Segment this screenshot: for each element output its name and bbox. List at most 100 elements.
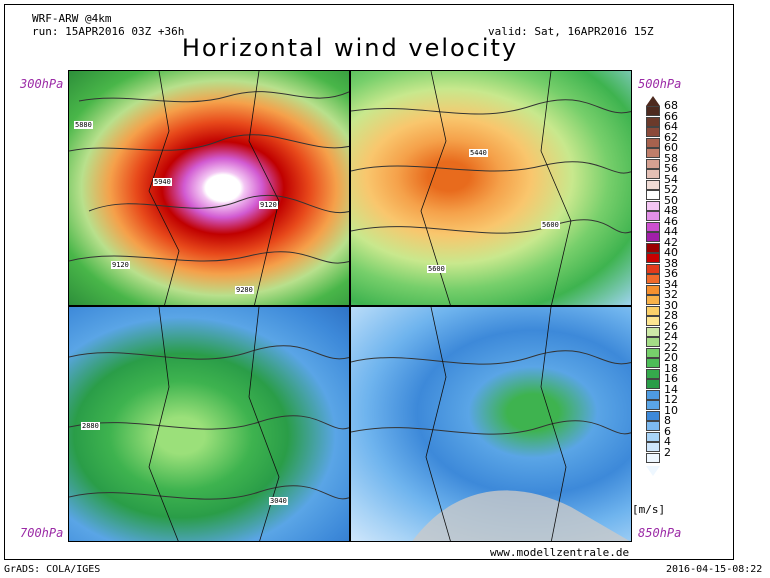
- legend-swatch: [646, 337, 660, 347]
- legend-swatch: [646, 442, 660, 452]
- legend-value: 16: [664, 372, 678, 385]
- legend-value: 24: [664, 330, 678, 343]
- contour-label: 9120: [111, 261, 130, 269]
- legend-value: 50: [664, 193, 678, 207]
- legend-swatch: [646, 148, 660, 158]
- legend-swatch: [646, 232, 660, 242]
- legend-value: 38: [664, 256, 678, 270]
- legend-swatch: [646, 452, 660, 463]
- level-label-500: 500hPa: [638, 77, 682, 91]
- map-panel-700hpa: 2880 3040: [68, 306, 350, 542]
- legend-value: 12: [664, 393, 678, 406]
- legend-swatch: [646, 316, 660, 326]
- unit-label: [m/s]: [632, 503, 666, 516]
- legend-value: 14: [664, 382, 678, 396]
- legend-swatch: [646, 347, 660, 358]
- legend-value: 34: [664, 277, 678, 291]
- legend-swatch: [646, 169, 660, 179]
- legend-value: 52: [664, 183, 678, 196]
- legend-swatch: [646, 211, 660, 221]
- figure-frame: [4, 4, 734, 560]
- contour-label: 5600: [427, 265, 446, 273]
- legend-swatch: [646, 127, 660, 137]
- legend-value: 66: [664, 109, 678, 123]
- border-lines: [69, 307, 349, 541]
- contour-label: 9280: [235, 286, 254, 294]
- legend-value: 60: [664, 141, 678, 154]
- legend-swatch: [646, 305, 660, 316]
- map-panel-850hpa: [350, 306, 632, 542]
- legend-value: 8: [664, 414, 671, 427]
- valid-label: valid: Sat, 16APR2016 15Z: [488, 25, 654, 38]
- legend-value: 42: [664, 235, 678, 249]
- legend-swatch: [646, 400, 660, 410]
- legend-swatch: [646, 221, 660, 232]
- grads-credit: GrADS: COLA/IGES: [4, 564, 101, 575]
- legend-value: 44: [664, 225, 678, 238]
- legend-swatch: [646, 137, 660, 148]
- legend-swatch: [646, 358, 660, 368]
- legend-value: 10: [664, 403, 678, 417]
- legend-value: 18: [664, 361, 678, 375]
- legend-swatch: [646, 410, 660, 421]
- legend-swatch: [646, 274, 660, 284]
- model-label: WRF-ARW @4km: [32, 12, 112, 25]
- map-panel-500hpa: 5440 5600 5600: [350, 70, 632, 306]
- legend-swatch: [646, 106, 660, 116]
- border-lines: [351, 71, 631, 305]
- legend-swatch: [646, 379, 660, 389]
- legend-swatch: [646, 200, 660, 211]
- legend-value: 58: [664, 151, 678, 165]
- contour-label: 5440: [469, 149, 488, 157]
- border-lines: [69, 71, 349, 305]
- run-label: run: 15APR2016 03Z +36h: [32, 25, 185, 38]
- legend-lower-arrow: [646, 466, 660, 476]
- timestamp-label: 2016-04-15-08:22: [666, 564, 763, 575]
- legend-swatch: [646, 389, 660, 400]
- legend-value: 2: [664, 445, 671, 459]
- chart-title: Horizontal wind velocity: [181, 34, 519, 62]
- legend-swatch: [646, 253, 660, 263]
- legend-swatch: [646, 116, 660, 127]
- contour-label: 5940: [153, 178, 172, 186]
- legend-swatch: [646, 284, 660, 295]
- legend-value: 36: [664, 267, 678, 280]
- legend-value: 28: [664, 309, 678, 322]
- legend-value: 46: [664, 214, 678, 228]
- legend-value: 48: [664, 204, 678, 217]
- level-label-850: 850hPa: [638, 526, 682, 540]
- legend-swatch: [646, 179, 660, 190]
- legend-value: 68: [664, 99, 678, 112]
- contour-label: 9120: [259, 201, 278, 209]
- contour-label: 3040: [269, 497, 288, 505]
- legend-value: 30: [664, 298, 678, 312]
- level-label-700: 700hPa: [20, 526, 64, 540]
- map-panel-300hpa: 5880 5940 9120 9120 9280: [68, 70, 350, 306]
- legend-swatch: [646, 190, 660, 200]
- border-lines: [351, 307, 631, 541]
- legend-value: 64: [664, 120, 678, 133]
- legend-swatch: [646, 158, 660, 169]
- legend-value: 56: [664, 162, 678, 175]
- contour-label: 5600: [541, 221, 560, 229]
- legend-upper-arrow: [646, 96, 660, 106]
- contour-label: 5880: [74, 121, 93, 129]
- legend-value: 62: [664, 130, 678, 144]
- legend-swatch: [646, 431, 660, 442]
- terrain-masked-area: [412, 490, 630, 541]
- legend-swatch: [646, 421, 660, 431]
- website-label: www.modellzentrale.de: [490, 546, 630, 559]
- legend-swatch: [646, 295, 660, 305]
- contour-label: 2880: [81, 422, 100, 430]
- legend-value: 54: [664, 172, 678, 186]
- legend-swatch: [646, 368, 660, 379]
- legend-swatch: [646, 326, 660, 337]
- legend-value: 26: [664, 319, 678, 333]
- legend-swatch: [646, 242, 660, 253]
- level-label-300: 300hPa: [20, 77, 64, 91]
- legend-value: 4: [664, 435, 671, 448]
- legend-value: 20: [664, 351, 678, 364]
- legend-value: 40: [664, 246, 678, 259]
- legend-value: 22: [664, 340, 678, 354]
- legend-value: 32: [664, 288, 678, 301]
